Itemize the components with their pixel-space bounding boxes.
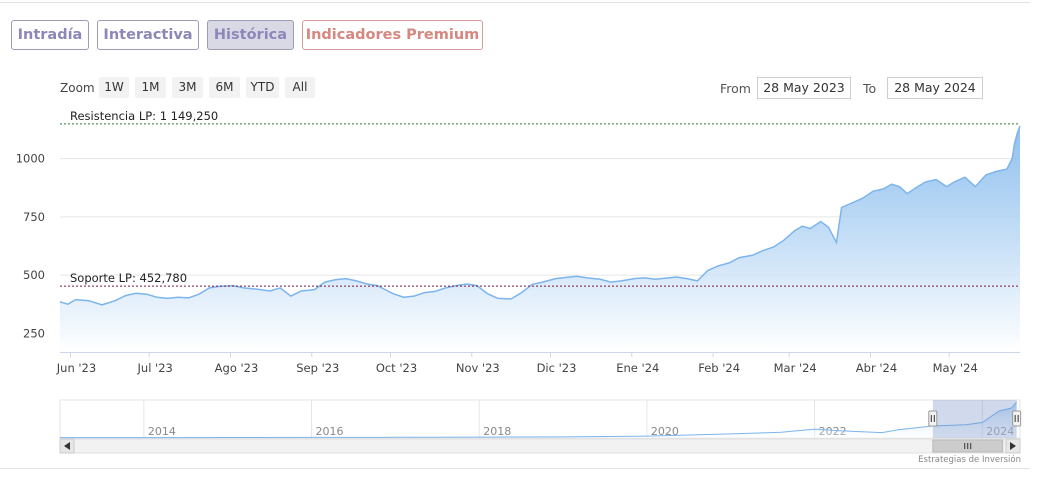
range-1m-button[interactable]: 1M — [135, 77, 166, 98]
x-tick-label: Oct '23 — [376, 361, 417, 375]
tab-intradia[interactable]: Intradía — [11, 20, 89, 50]
x-tick-label: May '24 — [933, 361, 978, 375]
price-area — [60, 126, 1020, 352]
y-tick-label: 1000 — [16, 152, 45, 166]
navigator-year-label: 2014 — [148, 425, 176, 438]
range-6m-button[interactable]: 6M — [209, 77, 240, 98]
range-ytd-button[interactable]: YTD — [246, 77, 279, 98]
tab-interactiva[interactable]: Interactiva — [97, 20, 199, 50]
x-tick-label: Mar '24 — [774, 361, 817, 375]
y-tick-label: 750 — [23, 210, 45, 224]
support-label: Soporte LP: 452,780 — [70, 271, 187, 285]
tab-historica[interactable]: Histórica — [207, 20, 294, 50]
tab-indicadores-premium[interactable]: Indicadores Premium — [302, 20, 483, 50]
scrollbar-track — [59, 438, 1021, 454]
y-tick-label: 500 — [23, 268, 45, 282]
from-label: From — [720, 81, 751, 96]
navigator-right-handle — [1012, 410, 1022, 427]
from-date-input[interactable]: 28 May 2023 — [757, 77, 851, 99]
y-tick-label: 250 — [23, 326, 45, 340]
x-tick-label: Ago '23 — [215, 361, 259, 375]
range-3m-button[interactable]: 3M — [172, 77, 203, 98]
x-tick-label: Abr '24 — [856, 361, 897, 375]
top-divider — [0, 2, 1030, 3]
bottom-divider — [0, 468, 1030, 469]
x-tick-label: Ene '24 — [616, 361, 659, 375]
navigator-left-handle — [928, 410, 938, 427]
x-tick-label: Jun '23 — [56, 361, 96, 375]
to-date-input[interactable]: 28 May 2024 — [887, 77, 983, 99]
x-tick-label: Jul '23 — [137, 361, 173, 375]
scroll-left-arrow-icon — [64, 442, 70, 450]
x-tick-label: Nov '23 — [456, 361, 500, 375]
navigator-line — [60, 401, 1017, 439]
x-tick-label: Feb '24 — [698, 361, 740, 375]
credits-label[interactable]: Estrategias de Inversión — [918, 455, 1021, 465]
navigator-year-label: 2016 — [316, 425, 344, 438]
zoom-label: Zoom — [60, 81, 95, 95]
x-tick-label: Sep '23 — [296, 361, 339, 375]
navigator-year-label: 2018 — [483, 425, 511, 438]
navigator-mask — [932, 400, 1017, 438]
x-tick-label: Dic '23 — [537, 361, 577, 375]
scroll-right-arrow-icon — [1010, 442, 1016, 450]
navigator-area — [60, 401, 1017, 438]
range-all-button[interactable]: All — [285, 77, 315, 98]
to-label: To — [863, 81, 877, 96]
navigator-year-label: 2020 — [651, 425, 679, 438]
resistance-label: Resistencia LP: 1 149,250 — [70, 109, 218, 123]
range-1w-button[interactable]: 1W — [99, 77, 129, 98]
